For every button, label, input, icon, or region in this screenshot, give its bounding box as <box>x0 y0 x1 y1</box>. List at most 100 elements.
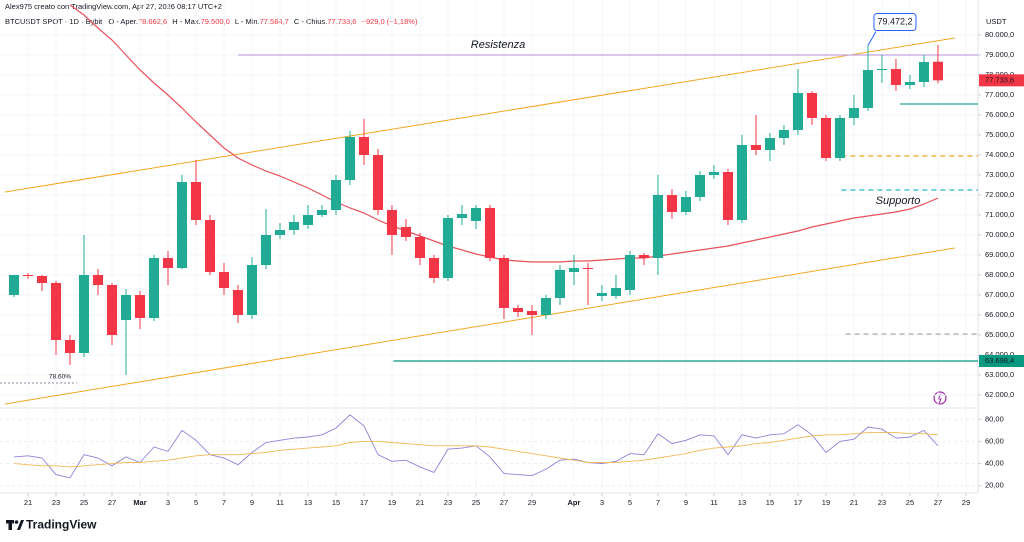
alert-bolt <box>937 393 942 404</box>
candle-body <box>274 230 286 235</box>
candle-body <box>932 61 944 81</box>
price-label-box <box>979 355 1024 368</box>
ohlc-value: 79.500,0 <box>201 17 230 26</box>
candle-body <box>36 276 48 283</box>
x-tick-label: 9 <box>250 498 254 507</box>
x-tick-label: 15 <box>332 498 340 507</box>
callout-box <box>873 13 917 32</box>
x-tick-label: Apr <box>568 498 581 507</box>
candle-body <box>904 82 916 85</box>
candle-body <box>806 93 818 118</box>
candle-body <box>190 182 202 220</box>
alert-icon[interactable] <box>933 391 947 405</box>
level-label: 78.60% <box>49 374 71 381</box>
x-tick-label: 11 <box>710 498 718 507</box>
callout-pointer <box>867 31 877 46</box>
candle-body <box>344 137 356 180</box>
x-tick-label: 13 <box>738 498 746 507</box>
candle-body <box>316 210 328 215</box>
x-tick-label: 11 <box>276 498 284 507</box>
candle-body <box>330 180 342 210</box>
candle-body <box>162 258 174 268</box>
candle-body <box>176 182 188 268</box>
y-tick-label: 70.000,0 <box>985 230 1014 239</box>
candle-body <box>638 255 650 258</box>
candle-body <box>862 70 874 108</box>
candle-body <box>260 235 272 265</box>
candle-body <box>680 197 692 212</box>
ohlc-label: H - Max. <box>172 17 200 26</box>
candle-body <box>134 295 146 318</box>
y-tick-label: 76.000,0 <box>985 110 1014 119</box>
x-tick-label: 5 <box>628 498 632 507</box>
candle-body <box>596 293 608 296</box>
y-tick-label: 66.000,0 <box>985 310 1014 319</box>
candle-body <box>610 288 622 296</box>
x-tick-label: 25 <box>472 498 480 507</box>
annotation: Supporto <box>876 195 921 207</box>
candle-body <box>666 195 678 212</box>
candle-body <box>302 215 314 225</box>
candle-body <box>372 155 384 210</box>
candle-body <box>792 93 804 130</box>
candle-body <box>64 340 76 353</box>
x-tick-label: 27 <box>934 498 942 507</box>
x-tick-label: 27 <box>500 498 508 507</box>
candle-body <box>722 172 734 220</box>
candle-body <box>708 172 720 175</box>
y-tick-label: 72.000,0 <box>985 190 1014 199</box>
price-label-box <box>979 74 1024 87</box>
candle-body <box>8 275 20 295</box>
candle-body <box>652 195 664 258</box>
symbol: BTCUSDT SPOT · 1D · Bybit <box>5 17 103 26</box>
callout-label: 79.472,2 <box>877 16 912 26</box>
candle-body <box>736 145 748 220</box>
y-tick-label: 40,00 <box>985 459 1004 468</box>
y-tick-label: 73.000,0 <box>985 170 1014 179</box>
candle-body <box>204 220 216 272</box>
candle-body <box>148 258 160 318</box>
y-tick-label: 71.000,0 <box>985 210 1014 219</box>
x-tick-label: 23 <box>52 498 60 507</box>
x-tick-label: 23 <box>878 498 886 507</box>
price-label: 63.698,4 <box>985 356 1014 365</box>
ohlc-value: 77.584,7 <box>260 17 289 26</box>
x-tick-label: 7 <box>656 498 660 507</box>
change: −929,0 (−1,18%) <box>362 17 418 26</box>
candle-body <box>400 227 412 237</box>
ohlc-value: 78.662,6 <box>138 17 167 26</box>
y-tick-label: 65.000,0 <box>985 330 1014 339</box>
x-tick-label: Mar <box>133 498 146 507</box>
candle-body <box>778 130 790 138</box>
annotation: Resistenza <box>471 39 525 51</box>
candle-body <box>498 258 510 308</box>
candle-body <box>288 222 300 230</box>
author-line: Alex975 creato con TradingView.com, Apr … <box>5 2 222 11</box>
candle-body <box>414 237 426 258</box>
y-tick-label: 64.000,0 <box>985 350 1014 359</box>
candle-body <box>694 175 706 197</box>
candle-body <box>512 308 524 312</box>
x-tick-label: 17 <box>360 498 368 507</box>
candle-body <box>456 214 468 218</box>
trend-line <box>4 247 955 405</box>
candle-body <box>22 275 34 276</box>
candle-body <box>876 69 888 70</box>
candle-body <box>358 137 370 155</box>
ohlc-value: 77.733,6 <box>327 17 356 26</box>
candle-body <box>624 255 636 290</box>
x-tick-label: 5 <box>194 498 198 507</box>
candle-body <box>764 138 776 150</box>
x-tick-label: 19 <box>822 498 830 507</box>
x-tick-label: 25 <box>80 498 88 507</box>
x-tick-label: 29 <box>962 498 970 507</box>
candle-body <box>554 270 566 298</box>
y-axis-title: USDT <box>986 17 1007 26</box>
logo-mark <box>14 520 19 524</box>
logo-mark <box>17 520 24 530</box>
x-tick-label: 29 <box>528 498 536 507</box>
candle-body <box>232 290 244 315</box>
candle-body <box>484 208 496 258</box>
